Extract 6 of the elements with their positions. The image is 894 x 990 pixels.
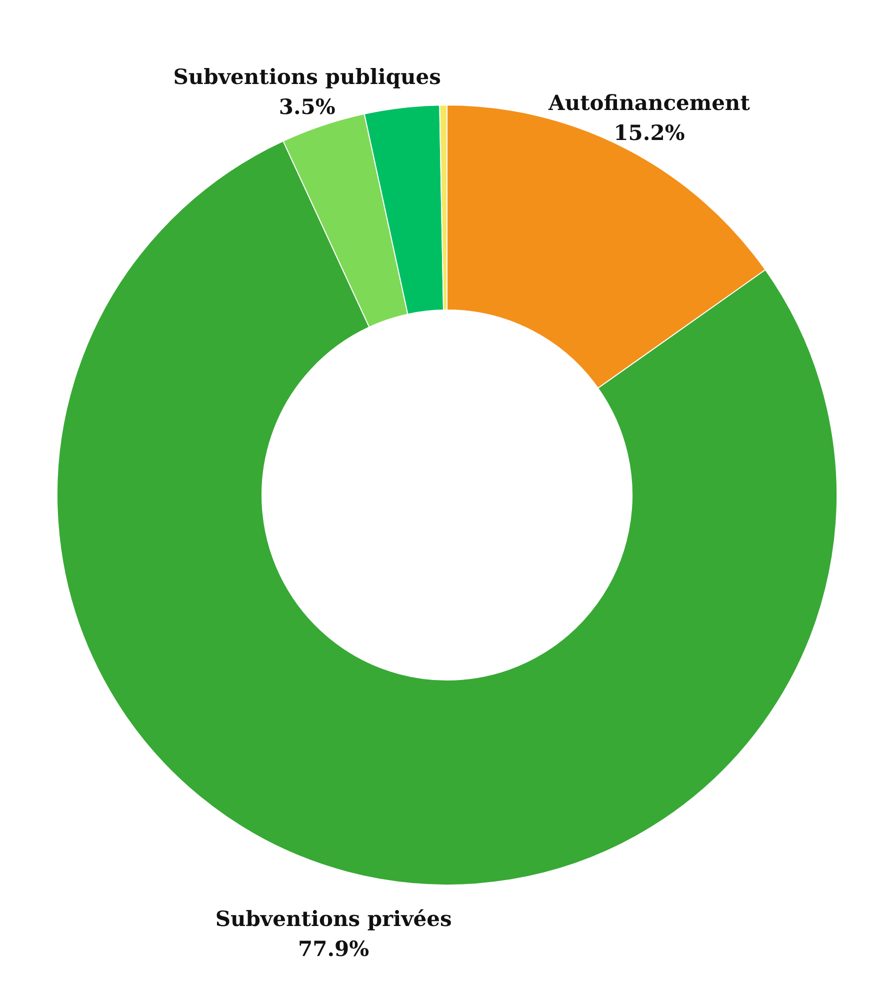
- data-label: 15.2%: [614, 120, 685, 146]
- data-label: 77.9%: [298, 936, 370, 962]
- slice-label: Subventions publiques: [173, 64, 441, 89]
- slice-label: Subventions privées: [215, 906, 452, 932]
- data-label: 3.5%: [278, 94, 336, 119]
- slice-label: Autofinancement: [548, 90, 750, 116]
